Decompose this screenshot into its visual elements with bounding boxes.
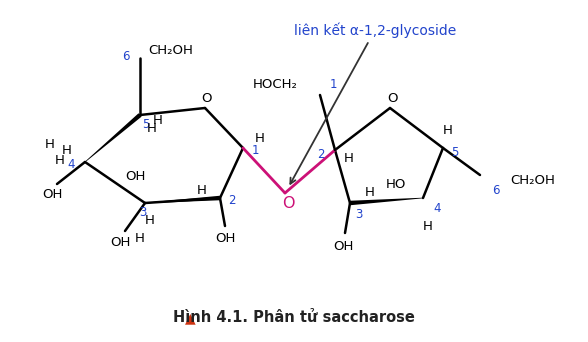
Text: H: H xyxy=(365,186,375,199)
Text: 6: 6 xyxy=(492,184,499,197)
Text: H: H xyxy=(135,232,145,245)
Text: O: O xyxy=(202,92,212,105)
Text: liên kết α-1,2-glycoside: liên kết α-1,2-glycoside xyxy=(290,22,456,184)
Text: ▲: ▲ xyxy=(185,311,195,325)
Text: H: H xyxy=(145,214,155,227)
Text: OH: OH xyxy=(110,237,130,250)
Text: O: O xyxy=(282,196,294,210)
Text: 1: 1 xyxy=(252,144,259,157)
Text: H: H xyxy=(55,154,65,167)
Text: OH: OH xyxy=(42,187,62,200)
Text: H: H xyxy=(443,123,453,136)
Text: H: H xyxy=(423,220,433,233)
Text: OH: OH xyxy=(215,232,235,245)
Text: H: H xyxy=(153,114,163,127)
Text: 3: 3 xyxy=(355,209,362,222)
Polygon shape xyxy=(85,113,142,162)
Text: CH₂OH: CH₂OH xyxy=(148,43,193,56)
Text: H: H xyxy=(147,122,157,135)
Polygon shape xyxy=(145,196,220,203)
Text: 2: 2 xyxy=(318,148,325,161)
Text: H: H xyxy=(255,132,265,145)
Text: OH: OH xyxy=(333,240,353,253)
Text: 4: 4 xyxy=(433,201,440,214)
Text: H: H xyxy=(197,184,207,197)
Text: 3: 3 xyxy=(139,207,146,220)
Text: 5: 5 xyxy=(451,146,459,159)
Text: 6: 6 xyxy=(122,50,130,63)
Text: OH: OH xyxy=(125,171,145,184)
Polygon shape xyxy=(350,198,423,205)
Text: H: H xyxy=(344,152,354,165)
Text: 4: 4 xyxy=(68,158,75,171)
Text: H: H xyxy=(45,137,55,150)
Text: HO: HO xyxy=(386,179,406,192)
Text: 2: 2 xyxy=(228,194,236,207)
Text: 1: 1 xyxy=(330,79,338,92)
Text: O: O xyxy=(387,92,398,105)
Text: 5: 5 xyxy=(142,118,149,132)
Text: Hình 4.1. Phân tử saccharose: Hình 4.1. Phân tử saccharose xyxy=(173,311,415,326)
Text: CH₂OH: CH₂OH xyxy=(510,173,555,186)
Text: H: H xyxy=(62,144,72,157)
Text: HOCH₂: HOCH₂ xyxy=(253,79,298,92)
